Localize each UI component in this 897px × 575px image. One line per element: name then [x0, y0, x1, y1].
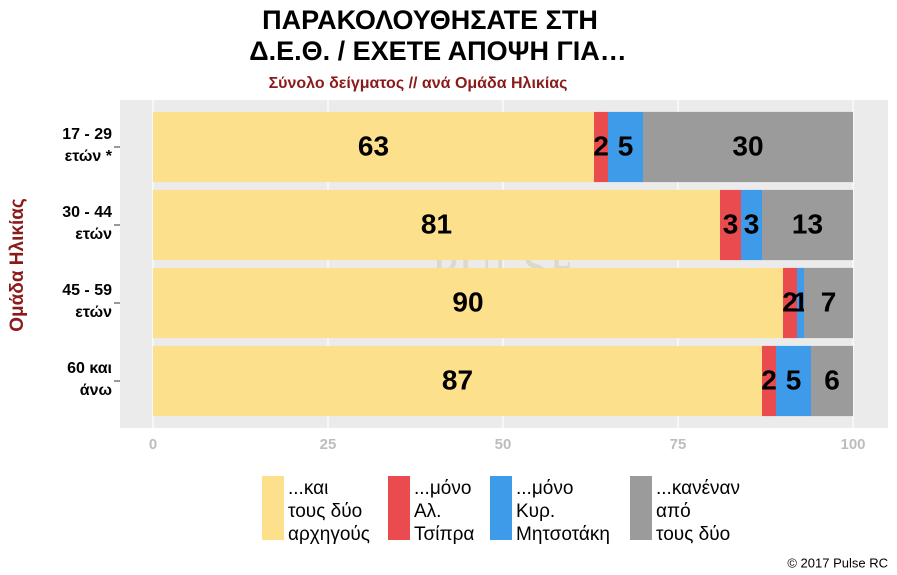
- data-label: 2: [593, 130, 609, 161]
- legend-key: [388, 476, 410, 540]
- chart-subtitle: Σύνολο δείγματος // ανά Ομάδα Ηλικίας: [269, 75, 568, 92]
- bar-segment: [741, 189, 762, 261]
- data-label: 6: [824, 364, 840, 395]
- bar-segment: [776, 345, 811, 417]
- bar-segment: [153, 111, 594, 183]
- x-tick-label: 0: [149, 436, 157, 453]
- legend-label: Κυρ.: [516, 501, 555, 522]
- data-label: 90: [452, 286, 483, 317]
- data-label: 5: [618, 130, 634, 161]
- y-tick-label: ετών: [75, 226, 112, 243]
- legend-label: από: [656, 501, 691, 522]
- bar-segment: [762, 345, 776, 417]
- bar-segment: [643, 111, 853, 183]
- legend-label: Μητσοτάκη: [516, 524, 610, 545]
- legend-label: ...και: [288, 478, 328, 499]
- legend-key: [490, 476, 512, 540]
- chart-title: Δ.Ε.Θ. / ΕΧΕΤΕ ΑΠΟΨΗ ΓΙΑ…: [249, 36, 627, 66]
- data-label: 13: [792, 208, 823, 239]
- legend-label: Αλ.: [414, 501, 441, 522]
- bar-segment: [720, 189, 741, 261]
- bar-segment: [594, 111, 608, 183]
- data-label: 3: [723, 208, 739, 239]
- bar-segment: [153, 345, 762, 417]
- data-label: 2: [782, 286, 798, 317]
- legend-label: αρχηγούς: [288, 524, 370, 545]
- bar-segment: [762, 189, 853, 261]
- x-tick-label: 50: [495, 436, 512, 453]
- data-label: 7: [821, 286, 837, 317]
- data-label: 87: [442, 364, 473, 395]
- legend-label: ...μόνο: [516, 478, 573, 499]
- legend-label: ...κανέναν: [656, 478, 740, 499]
- bar-segment: [804, 267, 853, 339]
- bar-segment: [608, 111, 643, 183]
- legend-label: τους δύο: [288, 501, 362, 522]
- x-tick-label: 100: [840, 436, 865, 453]
- y-tick-label: 45 - 59: [62, 282, 112, 299]
- y-tick-label: ετών *: [65, 148, 113, 165]
- legend-key: [630, 476, 652, 540]
- y-tick-label: 60 και: [67, 360, 112, 377]
- copyright: © 2017 Pulse RC: [787, 555, 888, 570]
- y-tick-label: 17 - 29: [62, 126, 112, 143]
- bar-segment: [811, 345, 853, 417]
- data-label: 81: [421, 208, 452, 239]
- data-label: 30: [732, 130, 763, 161]
- bar-segment: [153, 267, 783, 339]
- legend-key: [262, 476, 284, 540]
- bar-segment: [797, 267, 804, 339]
- y-tick-label: άνω: [80, 382, 112, 399]
- y-tick-label: ετών: [75, 304, 112, 321]
- data-label: 5: [786, 364, 802, 395]
- x-tick-label: 25: [320, 436, 337, 453]
- chart-title: ΠΑΡΑΚΟΛΟΥΘΗΣΑΤΕ ΣΤΗ: [262, 5, 598, 35]
- bar-segment: [783, 267, 797, 339]
- data-label: 63: [358, 130, 389, 161]
- y-tick-label: 30 - 44: [62, 204, 112, 221]
- legend-label: ...μόνο: [414, 478, 471, 499]
- y-axis-label: Ομάδα Ηλικίας: [7, 198, 28, 332]
- legend-label: Τσίπρα: [414, 524, 474, 545]
- data-label: 2: [761, 364, 777, 395]
- legend-label: τους δύο: [656, 524, 730, 545]
- x-tick-label: 75: [670, 436, 687, 453]
- data-label: 3: [744, 208, 760, 239]
- bar-segment: [153, 189, 720, 261]
